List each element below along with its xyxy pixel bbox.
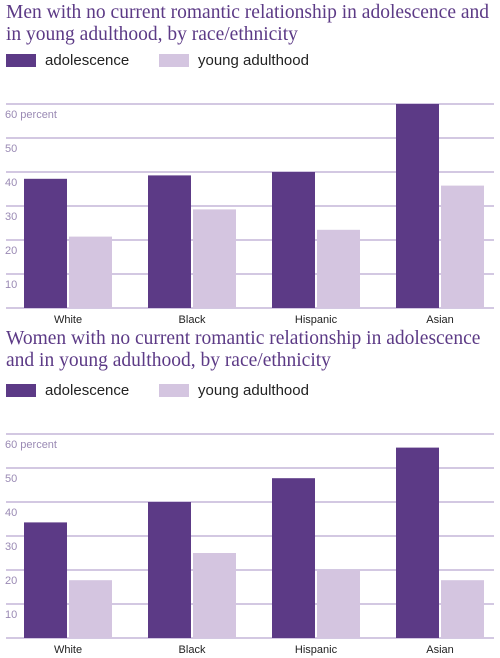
women-legend-young-adulthood-swatch (159, 384, 189, 397)
men-chart-title: Men with no current romantic relationshi… (6, 2, 490, 45)
women-y-tick-label: 60 percent (5, 439, 57, 451)
women-y-tick-label: 30 (5, 541, 17, 553)
men-bar-black-adolescence (148, 175, 191, 308)
women-bar-white-adolescence (24, 522, 67, 638)
men-category-label-hispanic: Hispanic (295, 314, 338, 326)
men-category-label-black: Black (179, 314, 206, 326)
women-legend-young-adulthood: young adulthood (159, 382, 309, 399)
men-category-label-asian: Asian (426, 314, 454, 326)
men-bar-asian-adolescence (396, 104, 439, 308)
women-legend-adolescence-label: adolescence (45, 382, 130, 399)
men-legend-adolescence: adolescence (6, 52, 129, 69)
women-chart-panel: Women with no current romantic relations… (0, 328, 500, 658)
men-legend-young-adulthood-swatch (159, 54, 189, 67)
women-category-label-black: Black (179, 644, 206, 656)
men-y-tick-label: 50 (5, 143, 17, 155)
women-bar-black-adolescence (148, 502, 191, 638)
women-bar-black-young-adulthood (193, 553, 236, 638)
women-y-tick-label: 40 (5, 507, 17, 519)
women-y-tick-label: 10 (5, 609, 17, 621)
men-y-tick-label: 60 percent (5, 109, 57, 121)
men-bar-black-young-adulthood (193, 209, 236, 308)
men-y-tick-label: 40 (5, 177, 17, 189)
women-bar-asian-adolescence (396, 447, 439, 638)
men-legend-young-adulthood-label: young adulthood (198, 52, 309, 69)
women-y-tick-label: 20 (5, 575, 17, 587)
men-y-tick-label: 20 (5, 245, 17, 257)
men-legend-adolescence-swatch (6, 54, 36, 67)
men-category-label-white: White (54, 314, 82, 326)
men-bar-asian-young-adulthood (441, 185, 484, 308)
men-bar-hispanic-adolescence (272, 172, 315, 308)
men-bar-hispanic-young-adulthood (317, 229, 360, 308)
men-bar-chart: 10 20 30 40 50 60 percent White Black Hispanic As… (5, 103, 494, 326)
women-chart-title: Women with no current romantic relations… (6, 328, 481, 371)
women-bar-asian-young-adulthood (441, 580, 484, 638)
women-bar-white-young-adulthood (69, 580, 112, 638)
women-y-tick-label: 50 (5, 473, 17, 485)
men-legend-adolescence-label: adolescence (45, 52, 130, 69)
men-y-tick-label: 30 (5, 211, 17, 223)
women-legend-adolescence: adolescence (6, 382, 129, 399)
women-legend-young-adulthood-label: young adulthood (198, 382, 309, 399)
women-bar-hispanic-adolescence (272, 478, 315, 638)
women-legend-adolescence-swatch (6, 384, 36, 397)
men-legend-young-adulthood: young adulthood (159, 52, 309, 69)
women-category-label-hispanic: Hispanic (295, 644, 338, 656)
women-category-label-white: White (54, 644, 82, 656)
women-bar-chart: 10 20 30 40 50 60 percent White Black Hispanic As… (5, 433, 494, 656)
men-y-tick-label: 10 (5, 279, 17, 291)
women-category-label-asian: Asian (426, 644, 454, 656)
men-chart-panel: Men with no current romantic relationshi… (5, 2, 494, 326)
women-bar-hispanic-young-adulthood (317, 570, 360, 638)
men-bar-white-adolescence (24, 178, 67, 308)
men-bar-white-young-adulthood (69, 236, 112, 308)
